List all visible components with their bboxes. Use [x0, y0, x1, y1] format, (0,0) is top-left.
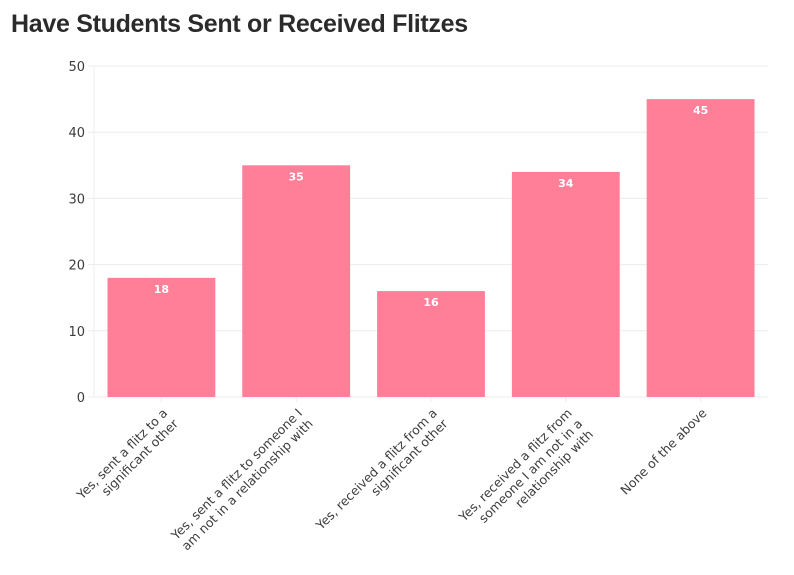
bar — [242, 165, 351, 397]
y-tick-label: 40 — [68, 126, 85, 141]
y-tick-label: 0 — [77, 391, 85, 406]
x-tick-label-line: Yes, received a flitz from a — [312, 405, 440, 533]
bar — [646, 99, 755, 397]
y-axis-ticks: 0 10 20 30 40 50 — [68, 60, 94, 406]
x-tick-label-line: Yes, sent a flitz to someone I — [167, 405, 305, 543]
bar-group: 35 — [242, 165, 351, 397]
x-tick-label-line: someone I am not in a — [476, 416, 586, 526]
bar-value-label: 16 — [423, 296, 439, 309]
bar-value-label: 34 — [558, 177, 574, 190]
y-tick-label: 10 — [68, 325, 85, 340]
bar-group: 18 — [107, 277, 216, 397]
bar-value-label: 35 — [289, 170, 304, 183]
bar-group: 45 — [646, 99, 755, 397]
y-tick-label: 50 — [68, 60, 85, 75]
bar — [377, 291, 485, 397]
y-tick-label: 20 — [68, 259, 85, 274]
bar-group: 16 — [377, 291, 485, 397]
bar-value-label: 45 — [693, 104, 708, 117]
bar — [107, 277, 216, 397]
bar — [511, 171, 620, 397]
bar-value-label: 18 — [154, 283, 169, 296]
y-tick-label: 30 — [68, 192, 85, 207]
chart-title: Have Students Sent or Received Flitzes — [11, 10, 468, 38]
x-tick-label: None of the above — [617, 405, 709, 497]
x-tick-label: Yes, received a flitz from asignificant … — [312, 405, 451, 533]
bars: 18 35 16 34 45 — [107, 99, 755, 397]
x-tick-label-line: Yes, sent a flitz to a — [73, 405, 170, 502]
x-tick-label-line: am not in a relationship with — [178, 416, 315, 553]
x-tick-label: Yes, sent a flitz to someone Iam not in … — [167, 405, 316, 553]
x-tick-label-line: None of the above — [617, 405, 709, 497]
bar-group: 34 — [511, 171, 620, 397]
